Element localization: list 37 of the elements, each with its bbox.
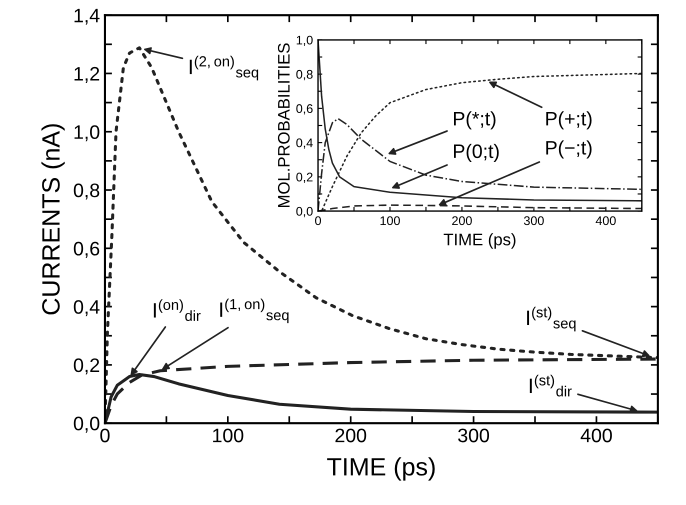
y-axis-title: CURRENTS (nA)	[41, 124, 65, 314]
annotation: P(+;t)	[546, 111, 592, 130]
y-tick-label: 0,0	[74, 416, 100, 433]
x-tick-label: 200	[335, 428, 366, 442]
x-axis-title: TIME (ps)	[444, 233, 516, 249]
annotation: I$^{(on)}$$_{dir}$	[154, 299, 201, 321]
x-tick-label: 400	[596, 216, 616, 226]
y-axis-title: MOL.PROBABILITIES	[278, 43, 290, 208]
x-tick-label: 400	[580, 428, 612, 442]
y-tick-label: 1,0	[74, 125, 100, 142]
x-tick-label: 100	[213, 428, 244, 442]
y-tick-label: 0,4	[296, 138, 313, 149]
y-tick-label: 0,6	[74, 242, 100, 258]
y-tick-label: 0,4	[74, 300, 100, 316]
x-axis-title: TIME (ps)	[327, 457, 435, 481]
annotation: P(*;t)	[454, 111, 496, 130]
annotation: P(−;t)	[546, 140, 592, 159]
annotation: I$^{(1,on)}$$_{seq}$	[220, 298, 289, 324]
y-tick-label: 1,0	[296, 36, 313, 46]
annotation: I$^{(st)}$$_{dir}$	[530, 374, 572, 396]
x-tick-label: 0	[315, 216, 322, 226]
x-tick-label: 0	[100, 428, 110, 442]
y-tick-label: 0,8	[74, 183, 100, 200]
x-tick-label: 100	[380, 216, 400, 226]
y-tick-label: 1,2	[74, 66, 100, 83]
annotation: P(0;t)	[454, 144, 499, 162]
annotation: I$^{(2,on)}$$_{seq}$	[190, 56, 258, 80]
y-tick-label: 1,4	[74, 8, 100, 25]
y-tick-label: 0,2	[296, 172, 313, 183]
y-tick-label: 0,0	[296, 206, 313, 218]
x-tick-label: 300	[458, 428, 490, 442]
x-tick-label: 200	[452, 216, 472, 226]
y-tick-label: 0,2	[74, 358, 100, 374]
y-tick-label: 0,6	[296, 104, 313, 114]
annotation: I$^{(st)}$$_{seq}$	[527, 306, 576, 332]
y-tick-label: 0,8	[296, 70, 313, 80]
x-tick-label: 300	[524, 216, 544, 226]
